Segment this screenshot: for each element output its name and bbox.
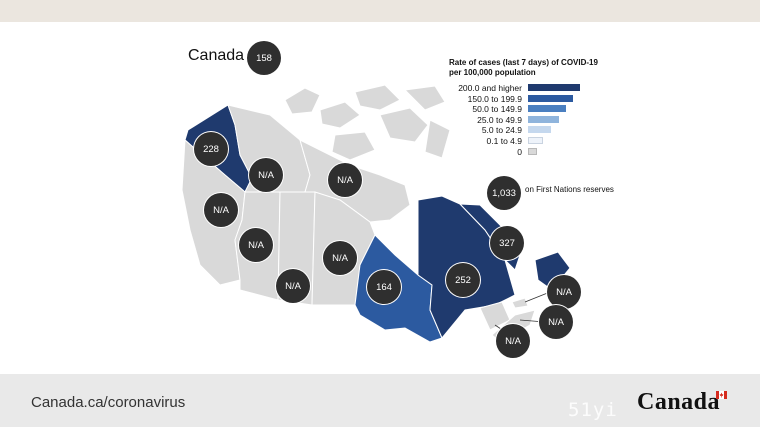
alberta-value-bubble: N/A	[239, 228, 273, 262]
legend-swatch	[528, 95, 573, 102]
legend-title: Rate of cases (last 7 days) of COVID-19 …	[449, 58, 598, 77]
watermark-text: 51yi m........com	[568, 399, 718, 443]
legend-swatch	[528, 148, 537, 155]
legend-label: 150.0 to 199.9	[467, 94, 522, 104]
first-nations-value-bubble: 1,033	[487, 176, 521, 210]
ontario-value-bubble: 164	[367, 270, 401, 304]
first-nations-label: on First Nations reserves	[525, 185, 614, 194]
newfoundland-value-bubble: 327	[490, 226, 524, 260]
region-pei	[511, 297, 529, 309]
canada-flag-icon	[716, 391, 727, 399]
nunavut-value-bubble: N/A	[328, 163, 362, 197]
yukon-value-bubble: 228	[194, 132, 228, 166]
legend-label: 5.0 to 24.9	[481, 125, 522, 135]
canada-map	[181, 84, 571, 343]
footer-url[interactable]: Canada.ca/coronavirus	[31, 394, 186, 411]
legend-swatch	[528, 126, 551, 133]
legend-label: 50.0 to 149.9	[472, 104, 522, 114]
quebec-value-bubble: 252	[446, 263, 480, 297]
legend-label: 25.0 to 49.9	[477, 115, 522, 125]
legend-swatch	[528, 137, 543, 144]
canada-wordmark: Canada	[637, 389, 721, 415]
legend-label: 0	[517, 147, 522, 157]
nwt-value-bubble: N/A	[249, 158, 283, 192]
nova-scotia-value-bubble: N/A	[539, 305, 573, 339]
saskatchewan-value-bubble: N/A	[276, 269, 310, 303]
top-banner	[0, 0, 760, 22]
legend-swatch	[528, 116, 559, 123]
national-value-bubble: 158	[247, 41, 281, 75]
new-brunswick-value-bubble: N/A	[496, 324, 530, 358]
legend-label: 200.0 and higher	[458, 83, 522, 93]
footer-bar	[0, 374, 760, 427]
bc-value-bubble: N/A	[204, 193, 238, 227]
pointer-line-pei	[524, 291, 551, 303]
legend-swatch	[528, 84, 580, 91]
legend-swatch	[528, 105, 566, 112]
arctic-islands	[284, 84, 451, 161]
pei-value-bubble: N/A	[547, 275, 581, 309]
map-title: Canada	[188, 47, 245, 64]
manitoba-value-bubble: N/A	[323, 241, 357, 275]
legend-label: 0.1 to 4.9	[486, 136, 522, 146]
